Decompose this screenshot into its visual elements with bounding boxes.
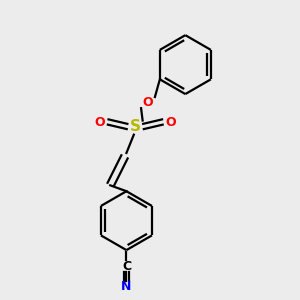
- Text: O: O: [94, 116, 105, 128]
- Text: O: O: [142, 96, 153, 110]
- Text: N: N: [121, 280, 132, 293]
- Text: S: S: [130, 119, 141, 134]
- Text: O: O: [165, 116, 176, 128]
- Text: C: C: [122, 260, 131, 273]
